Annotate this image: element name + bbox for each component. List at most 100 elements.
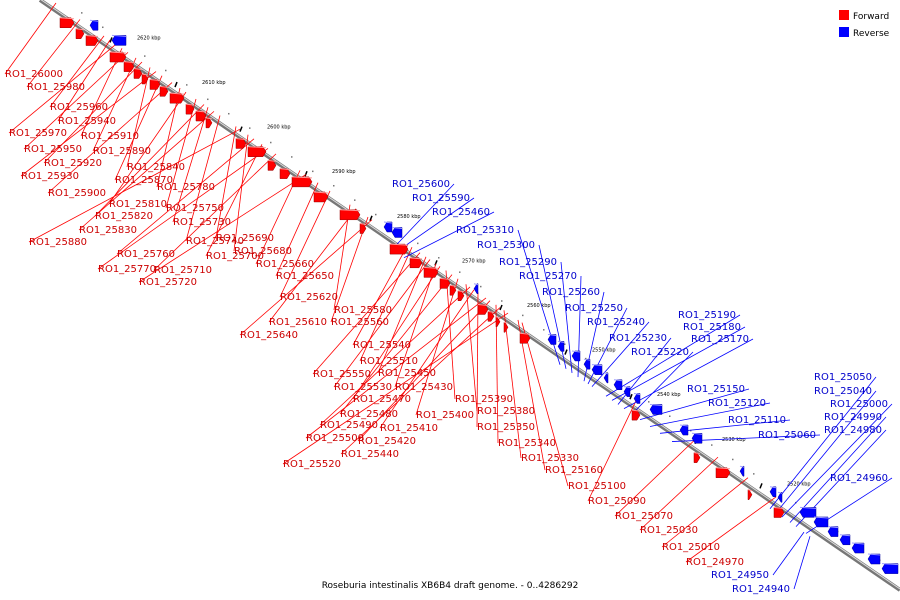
gene-glyph[interactable] (391, 227, 403, 238)
gene-glyph[interactable] (827, 526, 839, 537)
gene-label[interactable]: RO1_25610 (269, 317, 327, 328)
gene-label[interactable]: RO1_25830 (79, 225, 137, 236)
gene-label[interactable]: RO1_25750 (166, 203, 224, 214)
gene-glyph[interactable] (123, 61, 135, 72)
gene-label[interactable]: RO1_25410 (380, 423, 438, 434)
gene-label[interactable]: RO1_25480 (340, 409, 398, 420)
gene-label[interactable]: RO1_25340 (498, 438, 556, 449)
gene-label[interactable]: RO1_25950 (24, 144, 82, 155)
gene-glyph[interactable] (583, 358, 591, 370)
gene-glyph[interactable] (313, 191, 329, 203)
gene-label[interactable]: RO1_25120 (708, 398, 766, 409)
gene-glyph[interactable] (715, 467, 731, 478)
gene-label[interactable]: RO1_25680 (234, 246, 292, 257)
gene-label[interactable]: RO1_25060 (758, 430, 816, 441)
gene-label[interactable]: RO1_24950 (711, 570, 769, 581)
gene-label[interactable]: RO1_25920 (44, 158, 102, 169)
gene-label[interactable]: RO1_24960 (830, 473, 888, 484)
gene-label[interactable]: RO1_25310 (456, 225, 514, 236)
gene-glyph[interactable] (291, 176, 313, 188)
gene-label[interactable]: RO1_24940 (732, 584, 790, 595)
gene-label[interactable]: RO1_25090 (588, 496, 646, 507)
gene-label[interactable]: RO1_25780 (157, 182, 215, 193)
gene-label[interactable]: RO1_25720 (139, 277, 197, 288)
gene-label[interactable]: RO1_25520 (283, 459, 341, 470)
gene-label[interactable]: RO1_25500 (306, 433, 364, 444)
gene-glyph[interactable] (149, 79, 161, 90)
gene-glyph[interactable] (439, 278, 451, 289)
gene-glyph[interactable] (557, 341, 565, 352)
gene-label[interactable]: RO1_25000 (830, 399, 888, 410)
gene-label[interactable]: RO1_25710 (154, 265, 212, 276)
gene-glyph[interactable] (111, 35, 127, 46)
gene-glyph[interactable] (777, 492, 783, 503)
gene-label[interactable]: RO1_25980 (27, 82, 85, 93)
gene-glyph[interactable] (473, 283, 479, 294)
gene-label[interactable]: RO1_25380 (477, 406, 535, 417)
gene-glyph[interactable] (235, 138, 247, 149)
gene-label[interactable]: RO1_25590 (412, 193, 470, 204)
gene-glyph[interactable] (185, 103, 195, 115)
gene-label[interactable]: RO1_25970 (9, 128, 67, 139)
gene-label[interactable]: RO1_25770 (98, 264, 156, 275)
gene-label[interactable]: RO1_25730 (173, 217, 231, 228)
gene-label[interactable]: RO1_25030 (640, 525, 698, 536)
gene-glyph[interactable] (383, 221, 393, 233)
gene-label[interactable]: RO1_25550 (313, 369, 371, 380)
gene-label[interactable]: RO1_25180 (683, 322, 741, 333)
gene-label[interactable]: RO1_25910 (81, 131, 139, 142)
gene-label[interactable]: RO1_25740 (186, 236, 244, 247)
gene-label[interactable]: RO1_25400 (416, 410, 474, 421)
gene-label[interactable]: RO1_25390 (455, 394, 513, 405)
gene-label[interactable]: RO1_25290 (499, 257, 557, 268)
gene-label[interactable]: RO1_25580 (334, 305, 392, 316)
gene-label[interactable]: RO1_25150 (687, 384, 745, 395)
gene-label[interactable]: RO1_24990 (824, 412, 882, 423)
gene-label[interactable]: RO1_25040 (814, 386, 872, 397)
gene-label[interactable]: RO1_25650 (276, 271, 334, 282)
gene-label[interactable]: RO1_25450 (378, 368, 436, 379)
gene-glyph[interactable] (495, 316, 501, 328)
gene-label[interactable]: RO1_25330 (521, 453, 579, 464)
gene-label[interactable]: RO1_25010 (662, 542, 720, 553)
gene-glyph[interactable] (409, 257, 423, 269)
gene-label[interactable]: RO1_25640 (240, 330, 298, 341)
gene-label[interactable]: RO1_25620 (280, 292, 338, 303)
gene-glyph[interactable] (839, 534, 851, 546)
gene-label[interactable]: RO1_25690 (216, 233, 274, 244)
gene-label[interactable]: RO1_25510 (360, 356, 418, 367)
gene-label[interactable]: RO1_25900 (48, 188, 106, 199)
gene-label[interactable]: RO1_25160 (545, 465, 603, 476)
gene-label[interactable]: RO1_25530 (334, 382, 392, 393)
gene-label[interactable]: RO1_25260 (542, 287, 600, 298)
gene-label[interactable]: RO1_25820 (95, 211, 153, 222)
gene-label[interactable]: RO1_25700 (206, 251, 264, 262)
gene-glyph[interactable] (59, 17, 75, 28)
gene-label[interactable]: RO1_25100 (568, 481, 626, 492)
gene-label[interactable]: RO1_25660 (256, 259, 314, 270)
gene-glyph[interactable] (613, 379, 623, 391)
gene-label[interactable]: RO1_25840 (127, 162, 185, 173)
gene-glyph[interactable] (747, 489, 753, 500)
gene-glyph[interactable] (75, 28, 85, 39)
gene-label[interactable]: RO1_25540 (353, 340, 411, 351)
gene-glyph[interactable] (633, 393, 641, 404)
gene-label[interactable]: RO1_25940 (58, 116, 116, 127)
gene-glyph[interactable] (339, 209, 361, 221)
gene-label[interactable]: RO1_25470 (353, 394, 411, 405)
gene-label[interactable]: RO1_25560 (331, 317, 389, 328)
gene-glyph[interactable] (477, 304, 489, 315)
gene-label[interactable]: RO1_25430 (395, 382, 453, 393)
gene-label[interactable]: RO1_25300 (477, 240, 535, 251)
gene-glyph[interactable] (195, 110, 207, 122)
gene-glyph[interactable] (773, 507, 785, 518)
gene-label[interactable]: RO1_25930 (21, 171, 79, 182)
gene-glyph[interactable] (813, 516, 829, 528)
gene-label[interactable]: RO1_25420 (358, 436, 416, 447)
gene-label[interactable]: RO1_25270 (519, 271, 577, 282)
gene-glyph[interactable] (109, 51, 127, 63)
gene-glyph[interactable] (133, 68, 143, 79)
gene-label[interactable]: RO1_25110 (728, 415, 786, 426)
gene-label[interactable]: RO1_25440 (341, 449, 399, 460)
gene-label[interactable]: RO1_25490 (320, 420, 378, 431)
